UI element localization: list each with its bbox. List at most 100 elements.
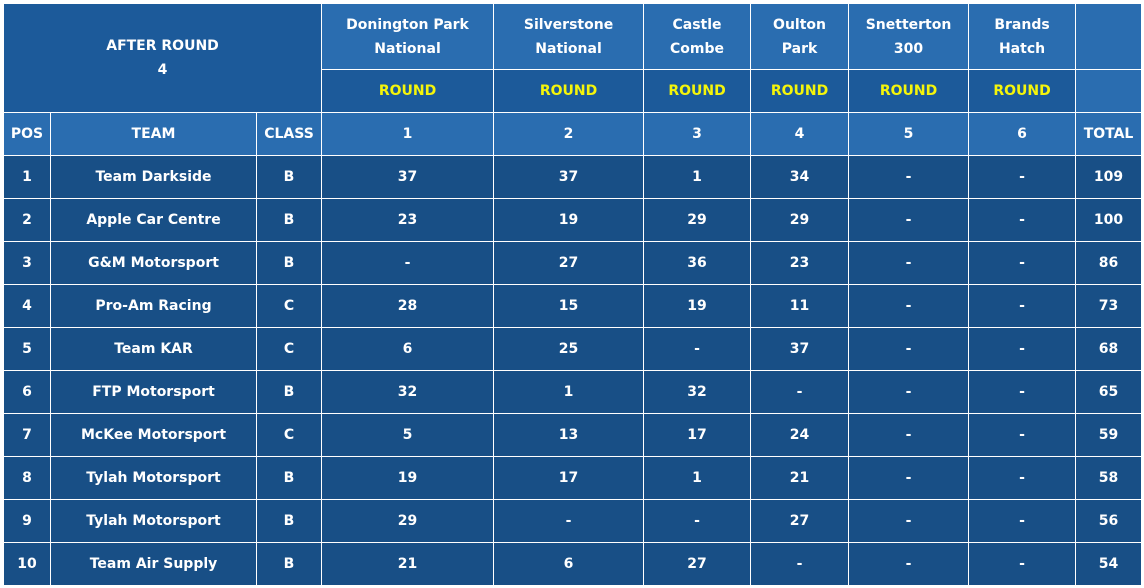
round-points: 25 xyxy=(493,327,645,371)
round-points: - xyxy=(968,284,1077,328)
venue-header: Castle Combe xyxy=(643,3,752,70)
team-name: Tylah Motorsport xyxy=(50,456,257,500)
round-points: 32 xyxy=(643,370,752,414)
round-points: 17 xyxy=(493,456,645,500)
round-points: - xyxy=(643,499,752,543)
round-points: - xyxy=(968,198,1077,242)
pos-cell: 4 xyxy=(3,284,51,328)
pos-cell: 8 xyxy=(3,456,51,500)
round-points: 19 xyxy=(493,198,645,242)
pos-cell: 5 xyxy=(3,327,51,371)
standings-table: AFTER ROUND 4 Donington Park National Sil… xyxy=(2,3,1143,586)
class-cell: B xyxy=(255,198,323,242)
class-cell: C xyxy=(255,413,323,457)
round-points: 1 xyxy=(643,155,752,199)
team-name: Apple Car Centre xyxy=(50,198,257,242)
round-points: 21 xyxy=(750,456,850,500)
table-row: 2 Apple Car Centre B 23 19 29 29- -100 xyxy=(3,198,1143,242)
round-points: - xyxy=(848,241,970,285)
round-points: - xyxy=(848,542,970,586)
round-points: - xyxy=(848,155,970,199)
class-cell: B xyxy=(255,542,323,586)
round-points: 27 xyxy=(643,542,752,586)
round-points: 21 xyxy=(321,542,495,586)
round-points: - xyxy=(968,413,1077,457)
table-row: 9 Tylah Motorsport B 29- -27- -56 xyxy=(3,499,1143,543)
total-cell: 73 xyxy=(1075,284,1143,328)
pos-cell: 7 xyxy=(3,413,51,457)
round-points: 27 xyxy=(493,241,645,285)
round-points: - xyxy=(848,198,970,242)
col-header-round: 5 xyxy=(848,112,970,156)
col-header-total: TOTAL xyxy=(1075,112,1143,156)
class-cell: B xyxy=(255,241,323,285)
round-points: - xyxy=(848,456,970,500)
round-points: 29 xyxy=(321,499,495,543)
round-points: 29 xyxy=(643,198,752,242)
team-name: Team Air Supply xyxy=(50,542,257,586)
round-points: 34 xyxy=(750,155,850,199)
round-label-row: ROUND ROUND ROUND ROUND ROUND ROUND xyxy=(4,69,1143,113)
team-name: FTP Motorsport xyxy=(50,370,257,414)
round-points: - xyxy=(848,370,970,414)
class-cell: C xyxy=(255,327,323,371)
total-cell: 109 xyxy=(1075,155,1143,199)
round-points: - xyxy=(968,456,1077,500)
standings-rows: 1 Team Darkside B 37 37 1 34- -109 2 Apple Car Ce… xyxy=(3,155,1143,586)
round-label: ROUND xyxy=(750,69,850,113)
pos-cell: 2 xyxy=(3,198,51,242)
table-row: 1 Team Darkside B 37 37 1 34- -109 xyxy=(3,155,1143,199)
round-points: 1 xyxy=(643,456,752,500)
round-points: 19 xyxy=(643,284,752,328)
venue-header: Brands Hatch xyxy=(968,3,1077,70)
round-points: 17 xyxy=(643,413,752,457)
round-points: - xyxy=(493,499,645,543)
venue-header: Silverstone National xyxy=(493,3,645,70)
total-header-blank xyxy=(1075,3,1143,70)
round-points: 37 xyxy=(321,155,495,199)
round-points: - xyxy=(968,499,1077,543)
total-cell: 59 xyxy=(1075,413,1143,457)
table-row: 5 Team KAR C 6 25-37- -68 xyxy=(3,327,1143,371)
col-header-round: 1 xyxy=(321,112,495,156)
pos-cell: 9 xyxy=(3,499,51,543)
table-row: 8 Tylah Motorsport B 19 17 1 21- -58 xyxy=(3,456,1143,500)
venue-header: Snetterton 300 xyxy=(848,3,970,70)
team-name: G&M Motorsport xyxy=(50,241,257,285)
round-points: - xyxy=(968,241,1077,285)
round-label-blank xyxy=(1075,69,1143,113)
column-header-row: POS TEAM CLASS 1 2 3 4 5 6 TOTAL xyxy=(3,112,1143,156)
round-points: 23 xyxy=(750,241,850,285)
round-points: 37 xyxy=(750,327,850,371)
round-points: - xyxy=(750,370,850,414)
class-cell: B xyxy=(255,499,323,543)
round-points: - xyxy=(848,327,970,371)
round-points: 1 xyxy=(493,370,645,414)
round-points: 32 xyxy=(321,370,495,414)
pos-cell: 6 xyxy=(3,370,51,414)
round-points: - xyxy=(968,327,1077,371)
class-cell: C xyxy=(255,284,323,328)
after-round-number: 4 xyxy=(157,62,168,78)
round-points: 28 xyxy=(321,284,495,328)
round-points: 36 xyxy=(643,241,752,285)
round-points: - xyxy=(968,542,1077,586)
total-cell: 54 xyxy=(1075,542,1143,586)
round-label: ROUND xyxy=(968,69,1077,113)
col-header-team: TEAM xyxy=(50,112,257,156)
total-cell: 86 xyxy=(1075,241,1143,285)
round-points: - xyxy=(321,241,495,285)
total-cell: 58 xyxy=(1075,456,1143,500)
team-name: McKee Motorsport xyxy=(50,413,257,457)
round-label: ROUND xyxy=(848,69,970,113)
class-cell: B xyxy=(255,155,323,199)
round-points: - xyxy=(848,499,970,543)
class-cell: B xyxy=(255,370,323,414)
table-row: 6 FTP Motorsport B 32 1 32- - -65 xyxy=(3,370,1143,414)
round-label: ROUND xyxy=(493,69,645,113)
round-label: ROUND xyxy=(321,69,495,113)
round-points: 5 xyxy=(321,413,495,457)
class-cell: B xyxy=(255,456,323,500)
col-header-class: CLASS xyxy=(255,112,323,156)
table-row: 4 Pro-Am Racing C 28 15 19 11- -73 xyxy=(3,284,1143,328)
